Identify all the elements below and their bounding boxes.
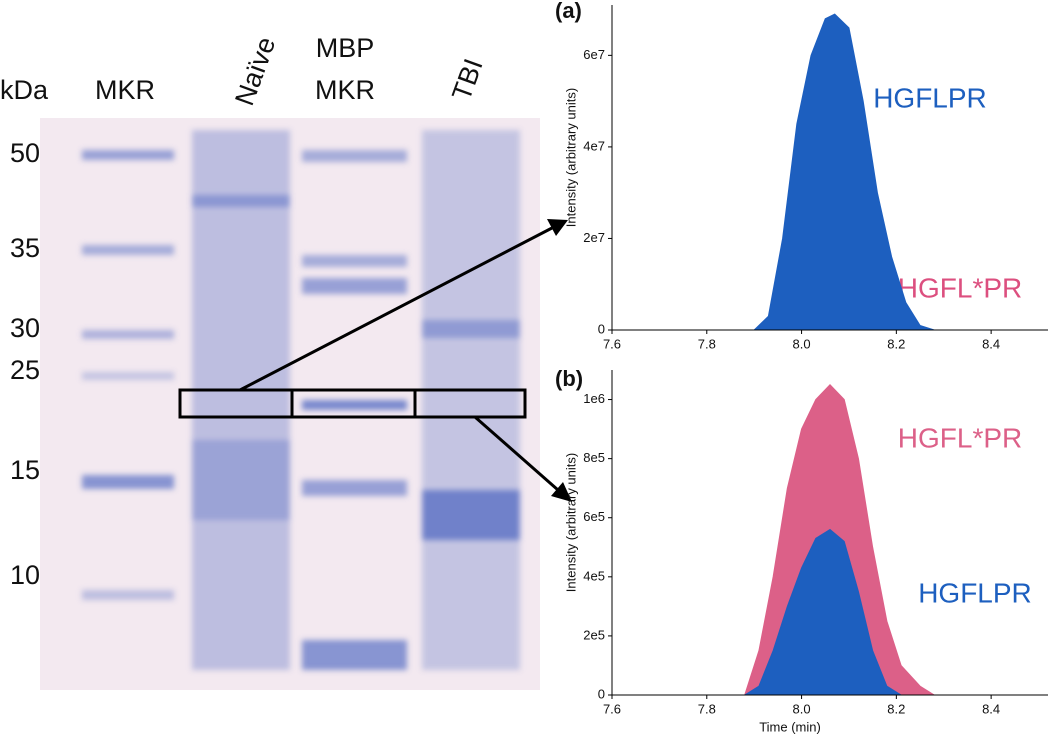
lane-label: Naïve bbox=[229, 33, 281, 110]
y-tick-label: 2e7 bbox=[583, 230, 605, 245]
kda-marker: 50 bbox=[10, 138, 40, 168]
y-axis-title: Intensity (arbitrary units) bbox=[563, 453, 578, 592]
y-tick-label: 0 bbox=[598, 321, 605, 336]
panel-label: (a) bbox=[555, 0, 582, 23]
x-tick-label: 8.4 bbox=[982, 336, 1000, 351]
series-label: HGFLPR bbox=[918, 577, 1032, 608]
x-tick-label: 7.8 bbox=[698, 701, 716, 716]
lane-label: MKR bbox=[315, 75, 375, 105]
kda-marker: 15 bbox=[10, 455, 40, 485]
x-tick-label: 8.2 bbox=[887, 701, 905, 716]
x-tick-label: 8.0 bbox=[793, 336, 811, 351]
y-tick-label: 6e5 bbox=[583, 509, 605, 524]
arrow bbox=[474, 415, 559, 492]
kda-marker: 35 bbox=[10, 233, 40, 263]
x-tick-label: 7.6 bbox=[603, 701, 621, 716]
y-tick-label: 0 bbox=[598, 686, 605, 701]
lane-label: MKR bbox=[95, 75, 155, 105]
x-tick-label: 7.6 bbox=[603, 336, 621, 351]
kda-marker: 10 bbox=[10, 560, 40, 590]
x-tick-label: 8.4 bbox=[982, 701, 1000, 716]
y-tick-label: 2e5 bbox=[583, 627, 605, 642]
y-tick-label: 6e7 bbox=[583, 47, 605, 62]
arrow bbox=[239, 226, 553, 392]
y-tick-label: 1e6 bbox=[583, 391, 605, 406]
x-tick-label: 8.2 bbox=[887, 336, 905, 351]
kda-marker: 25 bbox=[10, 355, 40, 385]
area bbox=[612, 528, 1048, 696]
selection-box bbox=[178, 388, 527, 419]
series-label: HGFL*PR bbox=[898, 272, 1022, 303]
x-tick-label: 7.8 bbox=[698, 336, 716, 351]
series-label: HGFL*PR bbox=[898, 422, 1022, 453]
x-axis-title: Time (min) bbox=[759, 719, 821, 734]
series-label: HGFLPR bbox=[873, 82, 987, 113]
arrow-head bbox=[551, 482, 572, 502]
y-tick-label: 4e5 bbox=[583, 568, 605, 583]
kda-marker: 30 bbox=[10, 313, 40, 343]
gel-bands bbox=[82, 130, 520, 670]
panel-label: (b) bbox=[555, 366, 583, 391]
x-tick-label: 8.0 bbox=[793, 701, 811, 716]
y-tick-label: 8e5 bbox=[583, 450, 605, 465]
area bbox=[612, 13, 1048, 331]
gel: kDa MKR Naïve MBP MKR TBI bbox=[0, 33, 572, 690]
lane-label: TBI bbox=[446, 55, 489, 105]
lane-label: MBP bbox=[316, 33, 375, 63]
y-tick-label: 4e7 bbox=[583, 138, 605, 153]
kda-label: kDa bbox=[0, 75, 49, 105]
y-axis-title: Intensity (arbitrary units) bbox=[563, 88, 578, 227]
arrow-head bbox=[547, 219, 568, 236]
